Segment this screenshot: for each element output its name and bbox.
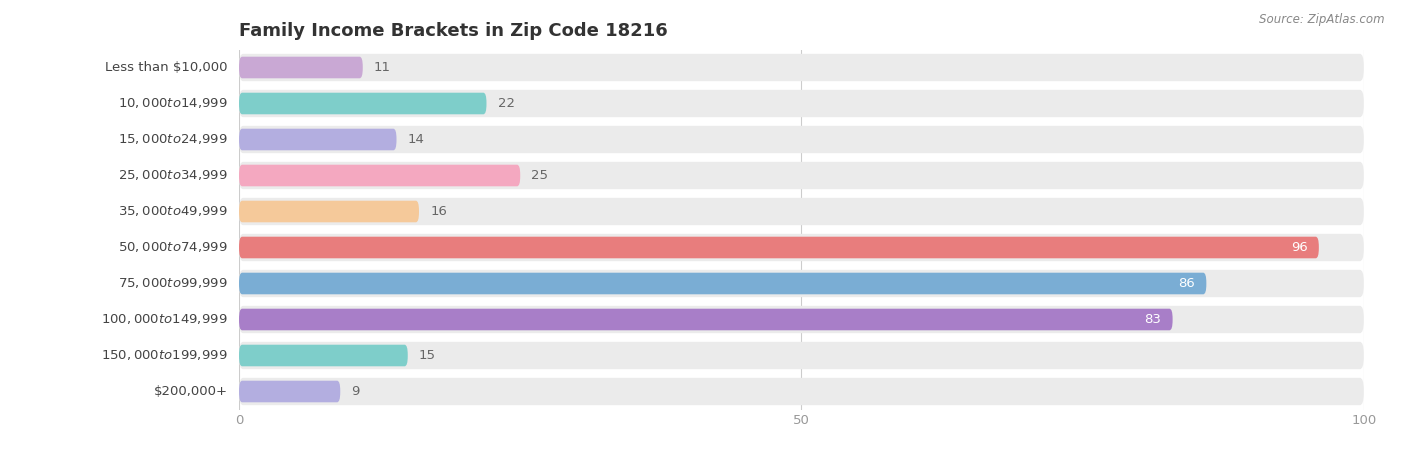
Text: Source: ZipAtlas.com: Source: ZipAtlas.com bbox=[1260, 14, 1385, 27]
FancyBboxPatch shape bbox=[239, 306, 1364, 333]
FancyBboxPatch shape bbox=[239, 234, 1364, 261]
Text: $150,000 to $199,999: $150,000 to $199,999 bbox=[101, 348, 228, 363]
Text: 11: 11 bbox=[374, 61, 391, 74]
Text: 9: 9 bbox=[352, 385, 360, 398]
FancyBboxPatch shape bbox=[239, 162, 1364, 189]
Text: $50,000 to $74,999: $50,000 to $74,999 bbox=[118, 240, 228, 255]
Text: $25,000 to $34,999: $25,000 to $34,999 bbox=[118, 168, 228, 183]
FancyBboxPatch shape bbox=[239, 342, 1364, 369]
FancyBboxPatch shape bbox=[239, 165, 520, 186]
Text: $10,000 to $14,999: $10,000 to $14,999 bbox=[118, 96, 228, 111]
FancyBboxPatch shape bbox=[239, 54, 1364, 81]
FancyBboxPatch shape bbox=[239, 309, 1173, 330]
Text: 16: 16 bbox=[430, 205, 447, 218]
Text: 86: 86 bbox=[1178, 277, 1195, 290]
Text: 14: 14 bbox=[408, 133, 425, 146]
Text: 22: 22 bbox=[498, 97, 515, 110]
FancyBboxPatch shape bbox=[239, 90, 1364, 117]
FancyBboxPatch shape bbox=[239, 57, 363, 78]
FancyBboxPatch shape bbox=[239, 126, 1364, 153]
Text: 15: 15 bbox=[419, 349, 436, 362]
Text: $200,000+: $200,000+ bbox=[153, 385, 228, 398]
FancyBboxPatch shape bbox=[239, 201, 419, 222]
FancyBboxPatch shape bbox=[239, 237, 1319, 258]
Text: 96: 96 bbox=[1291, 241, 1308, 254]
FancyBboxPatch shape bbox=[239, 345, 408, 366]
Text: Family Income Brackets in Zip Code 18216: Family Income Brackets in Zip Code 18216 bbox=[239, 22, 668, 40]
FancyBboxPatch shape bbox=[239, 378, 1364, 405]
Text: 25: 25 bbox=[531, 169, 548, 182]
FancyBboxPatch shape bbox=[239, 273, 1206, 294]
Text: $15,000 to $24,999: $15,000 to $24,999 bbox=[118, 132, 228, 147]
Text: Less than $10,000: Less than $10,000 bbox=[105, 61, 228, 74]
FancyBboxPatch shape bbox=[239, 270, 1364, 297]
Text: $35,000 to $49,999: $35,000 to $49,999 bbox=[118, 204, 228, 219]
FancyBboxPatch shape bbox=[239, 129, 396, 150]
FancyBboxPatch shape bbox=[239, 93, 486, 114]
Text: $75,000 to $99,999: $75,000 to $99,999 bbox=[118, 276, 228, 291]
FancyBboxPatch shape bbox=[239, 198, 1364, 225]
FancyBboxPatch shape bbox=[239, 381, 340, 402]
Text: 83: 83 bbox=[1144, 313, 1161, 326]
Text: $100,000 to $149,999: $100,000 to $149,999 bbox=[101, 312, 228, 327]
